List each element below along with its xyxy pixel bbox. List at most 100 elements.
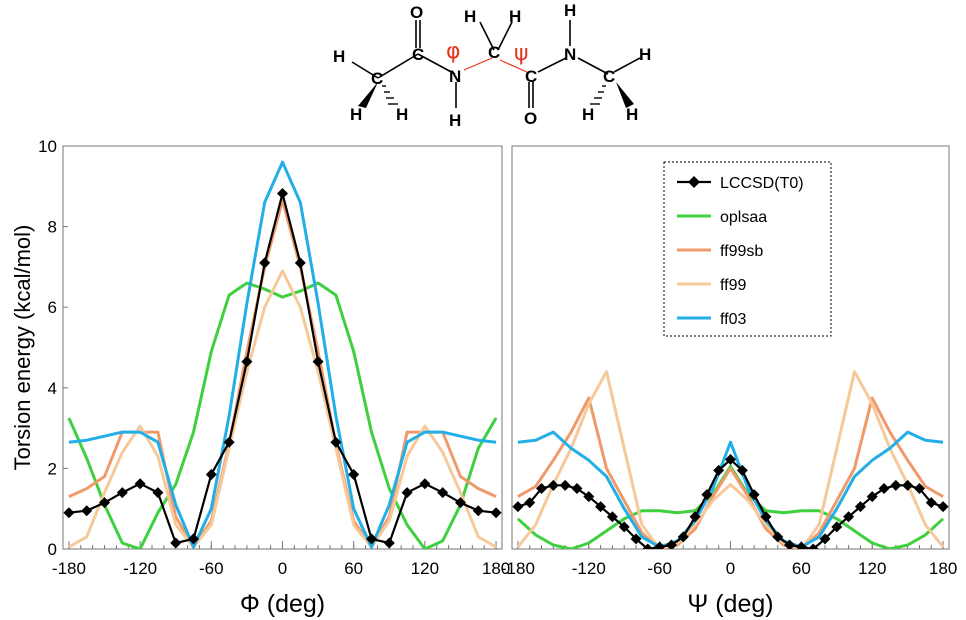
- data-point: [524, 497, 536, 509]
- data-point: [630, 533, 642, 545]
- data-point: [383, 537, 395, 549]
- data-point: [618, 521, 630, 533]
- atom-label: H: [564, 1, 576, 20]
- data-point: [725, 454, 736, 466]
- data-point: [472, 505, 484, 517]
- data-point: [866, 491, 878, 503]
- data-point: [512, 501, 524, 513]
- data-point: [595, 501, 607, 513]
- data-point: [330, 436, 342, 448]
- series-line-oplsaa: [516, 464, 945, 549]
- atom-label: H: [464, 7, 476, 26]
- phi-panel: -180 -120 -60 0 60 120 180 0 2 4 6 8 10 Φ (deg) Torsio…: [10, 137, 510, 618]
- atom-label: H: [333, 47, 345, 66]
- legend-marker: [688, 176, 700, 188]
- series-line-ff03: [68, 160, 497, 549]
- data-point: [401, 487, 413, 499]
- legend-label: oplsaa: [720, 209, 767, 226]
- data-point: [134, 478, 146, 490]
- data-point: [902, 479, 914, 491]
- atom-label: C: [488, 43, 500, 62]
- data-point: [277, 188, 288, 200]
- x-tick-label: -180: [501, 559, 535, 578]
- data-point: [170, 537, 182, 549]
- atom-label: C: [603, 67, 615, 86]
- atom-label: H: [350, 105, 362, 124]
- y-axis-label: Torsion energy (kcal/mol): [10, 225, 35, 471]
- x-tick-label: -60: [199, 559, 224, 578]
- atom-label: H: [509, 7, 521, 26]
- data-point: [831, 521, 843, 533]
- data-point: [689, 511, 701, 523]
- x-tick-label: -120: [123, 559, 157, 578]
- data-point: [490, 507, 502, 519]
- data-point: [665, 539, 677, 549]
- atom-label: C: [412, 45, 424, 64]
- data-point: [188, 533, 200, 545]
- legend-label: ff99sb: [720, 243, 763, 260]
- atom-label: C: [525, 67, 537, 86]
- series-line-ff99: [516, 370, 945, 549]
- x-axis-label: Ψ (deg): [687, 590, 773, 618]
- plot-area: [63, 160, 502, 549]
- atom-label: O: [524, 109, 537, 128]
- plot-area: [512, 370, 949, 549]
- x-tick-label: -120: [572, 559, 606, 578]
- data-point: [205, 468, 217, 480]
- data-point: [312, 356, 324, 368]
- data-point: [294, 257, 306, 269]
- data-point: [819, 533, 831, 545]
- atom-label: H: [626, 105, 638, 124]
- atom-label: H: [639, 45, 651, 64]
- atom-label: C: [371, 69, 383, 88]
- x-tick-label: 0: [278, 559, 287, 578]
- atom-label: N: [449, 67, 461, 86]
- data-point: [437, 487, 449, 499]
- atom-label: N: [564, 45, 576, 64]
- data-point: [223, 436, 235, 448]
- data-point: [241, 356, 253, 368]
- series-line-ff99sb: [517, 396, 944, 549]
- data-point: [677, 531, 689, 543]
- x-tick-label: -60: [647, 559, 672, 578]
- y-tick-label: 8: [48, 218, 57, 237]
- y-tick-label: 0: [48, 540, 57, 559]
- series-line-oplsaa: [67, 281, 498, 549]
- data-point: [365, 533, 377, 545]
- data-point: [116, 487, 128, 499]
- data-point: [559, 479, 571, 491]
- data-point: [937, 501, 949, 513]
- data-point: [772, 531, 784, 543]
- data-point: [63, 507, 75, 519]
- x-tick-label: 180: [482, 559, 510, 578]
- data-point: [925, 497, 937, 509]
- series-line-ff03: [517, 430, 944, 549]
- data-point: [547, 479, 559, 491]
- legend: LCCSD(T0) oplsaa ff99sb ff99 ff03: [663, 161, 832, 337]
- x-tick-label: 60: [344, 559, 363, 578]
- data-point: [701, 489, 713, 501]
- data-point: [913, 483, 925, 495]
- data-point: [81, 505, 93, 517]
- atom-label: H: [582, 105, 594, 124]
- legend-label: ff99: [720, 277, 747, 294]
- series-line-ff99: [68, 269, 497, 549]
- atom-label: O: [410, 3, 423, 22]
- data-point: [890, 479, 902, 491]
- x-axis-label: Φ (deg): [240, 590, 325, 618]
- x-tick-label: 180: [929, 559, 957, 578]
- x-tick-label: 0: [726, 559, 735, 578]
- data-point: [760, 511, 772, 523]
- data-point: [807, 543, 819, 549]
- y-tick-label: 4: [48, 379, 57, 398]
- data-point: [784, 539, 796, 549]
- x-tick-label: 60: [792, 559, 811, 578]
- y-tick-label: 2: [48, 459, 57, 478]
- phi-symbol: φ: [446, 39, 461, 64]
- data-point: [419, 478, 431, 490]
- x-tick-label: 120: [411, 559, 439, 578]
- atom-label: H: [396, 105, 408, 124]
- y-tick-label: 6: [48, 298, 57, 317]
- data-point: [795, 541, 807, 549]
